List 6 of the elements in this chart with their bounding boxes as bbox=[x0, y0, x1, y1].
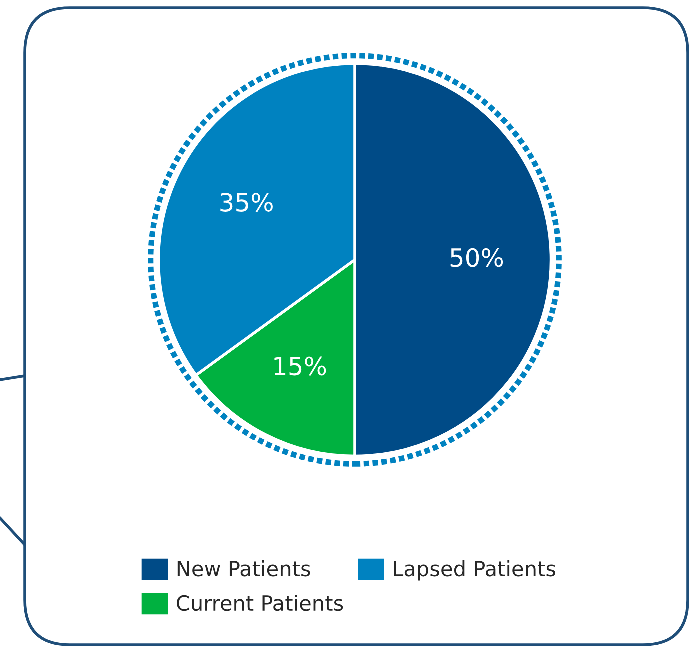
legend-label: Current Patients bbox=[177, 595, 344, 612]
legend-label: Lapsed Patients bbox=[394, 560, 556, 581]
legend-label: New Patients bbox=[178, 560, 310, 577]
data-label: 50% bbox=[450, 248, 504, 268]
data-label: 15% bbox=[274, 356, 326, 376]
data-label: 35% bbox=[220, 193, 273, 212]
